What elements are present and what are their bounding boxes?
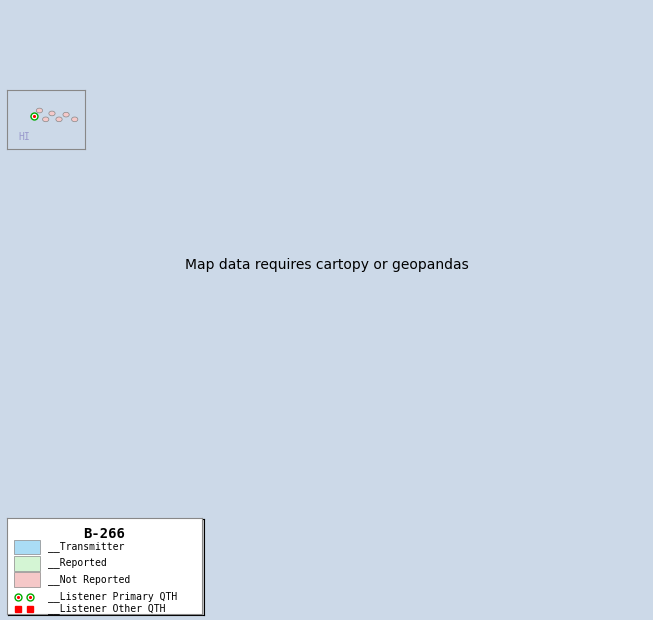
Text: __Listener Primary QTH: __Listener Primary QTH <box>48 591 177 602</box>
Text: Map data requires cartopy or geopandas: Map data requires cartopy or geopandas <box>185 258 468 272</box>
Bar <box>14 572 40 587</box>
Circle shape <box>72 117 78 122</box>
Circle shape <box>63 112 69 117</box>
Text: __Transmitter: __Transmitter <box>48 541 124 552</box>
Circle shape <box>42 117 49 122</box>
Text: __Reported: __Reported <box>48 557 106 569</box>
Text: B-266: B-266 <box>84 527 125 541</box>
Circle shape <box>56 117 62 122</box>
Text: __Not Reported: __Not Reported <box>48 574 130 585</box>
Bar <box>14 556 40 570</box>
Circle shape <box>37 108 42 113</box>
Text: HI: HI <box>18 132 30 142</box>
Bar <box>14 540 40 554</box>
Text: __Listener Other QTH: __Listener Other QTH <box>48 603 165 614</box>
Circle shape <box>49 111 55 116</box>
Circle shape <box>31 114 37 119</box>
